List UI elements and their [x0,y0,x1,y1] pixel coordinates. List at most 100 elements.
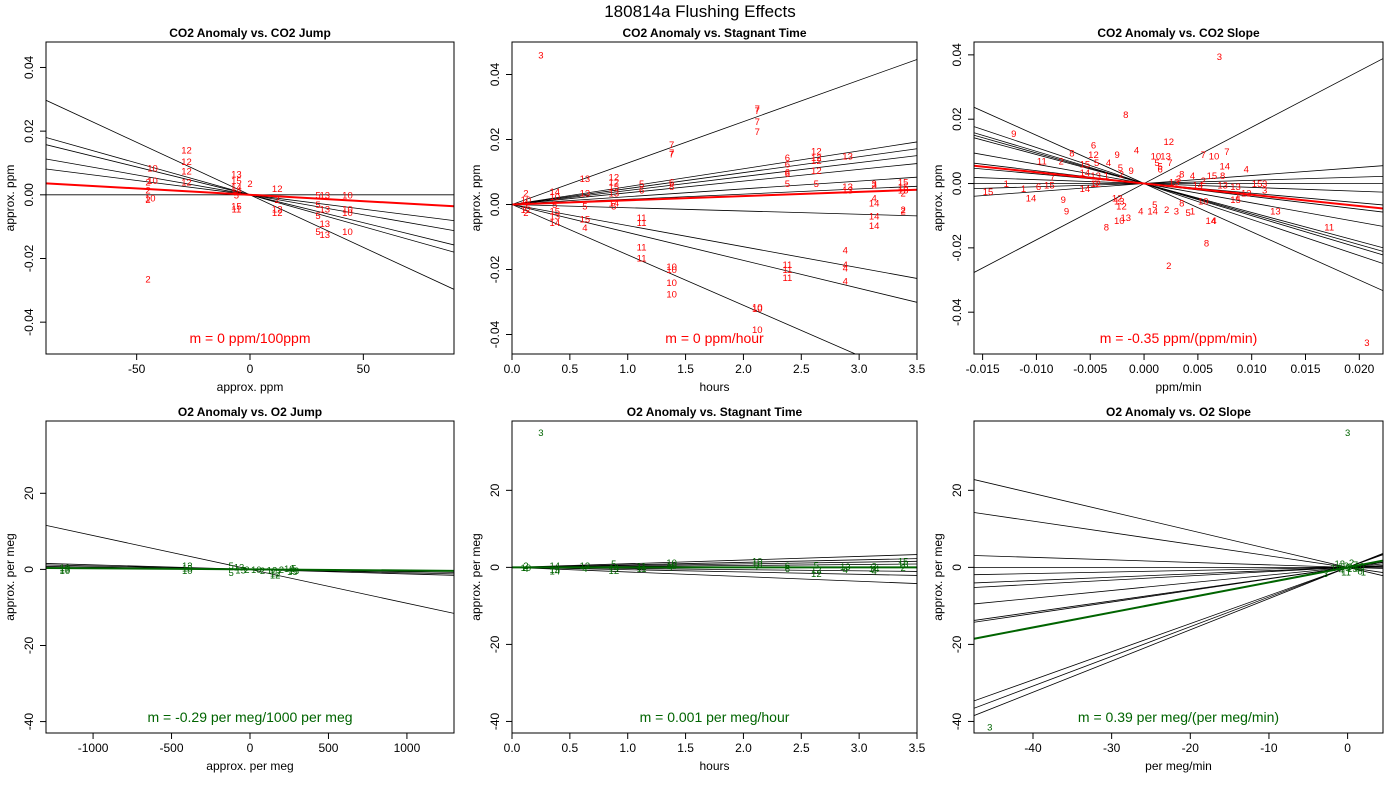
y-tick-label: 0.00 [22,183,36,207]
slope-annotation: m = 0 ppm/hour [665,330,764,346]
point-label: 14 [1080,184,1091,195]
point-label: 3 [872,562,877,573]
point-label: 14 [550,561,561,572]
plot-frame [45,420,455,734]
point-label: 9 [1115,150,1120,161]
point-label: 13 [842,185,853,196]
point-label: 3 [987,723,992,734]
mean-fit-line [46,566,454,572]
point-label: 15 [1230,195,1241,206]
fit-line [974,554,1383,702]
point-label: 10 [251,565,262,576]
x-tick-label: 0.0 [504,362,521,376]
point-label: 12 [521,205,532,216]
point-label: 13 [842,151,853,162]
point-label: 15 [898,557,909,568]
x-tick-label: -1000 [78,741,109,755]
fit-line [512,204,917,279]
point-label: 4 [872,194,877,205]
point-label: 6 [785,169,790,180]
point-label: 14 [869,221,880,232]
x-tick-label: -50 [128,362,146,376]
point-label: 14 [550,218,561,229]
x-tick-label: -0.015 [966,362,1000,376]
panel-title: CO2 Anomaly vs. Stagnant Time [622,26,806,40]
x-tick-label: 500 [318,741,338,755]
point-label: 3 [872,179,877,190]
point-label: 10 [752,325,763,336]
y-tick-label: -0.02 [950,234,964,262]
point-label: 12 [272,184,283,195]
panel-title: CO2 Anomaly vs. CO2 Jump [169,26,331,40]
point-label: 4 [1190,171,1195,182]
point-label: 15 [231,201,242,212]
slope-annotation: m = -0.35 ppm/(ppm/min) [1100,330,1258,346]
point-label: 8 [1358,566,1363,577]
point-label: 2 [145,275,150,286]
point-label: 6 [785,153,790,164]
point-label: 11 [637,242,647,253]
point-label: 15 [580,215,591,226]
y-tick-label: -20 [22,636,36,654]
fit-line [974,553,1383,709]
point-label: 12 [1090,179,1101,190]
point-label: 15 [898,185,909,196]
point-label: 8 [1179,198,1184,209]
point-label: 7 [755,104,760,115]
x-tick-label: 0.005 [1183,362,1213,376]
x-tick-label: 3.0 [851,362,868,376]
fit-line [974,132,1383,256]
x-tick-label: 0.010 [1237,362,1267,376]
mean-fit-line [46,182,454,208]
x-tick-label: -0.005 [1073,362,1107,376]
point-label: 6 [785,168,790,179]
x-axis-label: hours [699,380,729,394]
x-tick-label: 0 [247,362,254,376]
x-tick-label: 0.015 [1290,362,1320,376]
y-tick-label: -0.02 [22,244,36,272]
point-label: 13 [320,190,331,201]
point-label: 7 [669,150,674,161]
point-label: 15 [1252,179,1263,190]
point-label: 15 [287,567,298,578]
point-label: 3 [1323,569,1328,580]
point-label: 12 [267,565,278,576]
point-label: 9 [1011,129,1016,140]
y-tick-label: 0.04 [22,55,36,79]
x-tick-label: 0.000 [1129,362,1159,376]
point-label: 14 [231,182,242,193]
point-label: 3 [1174,206,1179,217]
point-label: 14 [550,566,561,577]
point-label: 10 [1198,197,1209,208]
x-tick-label: 2.0 [735,362,752,376]
point-label: 12 [609,172,620,183]
point-label: 10 [147,176,158,187]
fit-line [512,204,917,217]
point-label: 8 [1123,110,1128,121]
x-tick-label: 0 [1344,741,1351,755]
point-label: 1 [1021,184,1026,195]
y-tick-label: 0.04 [950,43,964,67]
point-label: 10 [60,563,71,574]
point-label: 2 [244,565,249,576]
x-tick-label: 0.020 [1344,362,1374,376]
point-label: 10 [145,194,156,205]
point-label: 10 [60,566,71,577]
point-label: 5 [785,179,790,190]
point-label: 3 [1364,338,1369,349]
y-tick-label: 0.00 [488,192,502,216]
x-tick-label: 0.5 [562,741,579,755]
point-label: 5 [1186,208,1191,219]
x-tick-label: 2.5 [793,362,810,376]
point-label: 12 [1088,150,1099,161]
point-label: 2 [145,186,150,197]
fit-line [974,134,1383,252]
point-label: 9 [1347,562,1352,573]
x-axis-label: approx. per meg [206,759,293,773]
point-label: 2 [1349,558,1354,569]
point-label: 13 [1217,181,1228,192]
point-label: 15 [550,207,561,218]
panel-title: O2 Anomaly vs. O2 Jump [178,405,322,419]
point-label: 14 [869,198,880,209]
point-label: 14 [1219,161,1230,172]
